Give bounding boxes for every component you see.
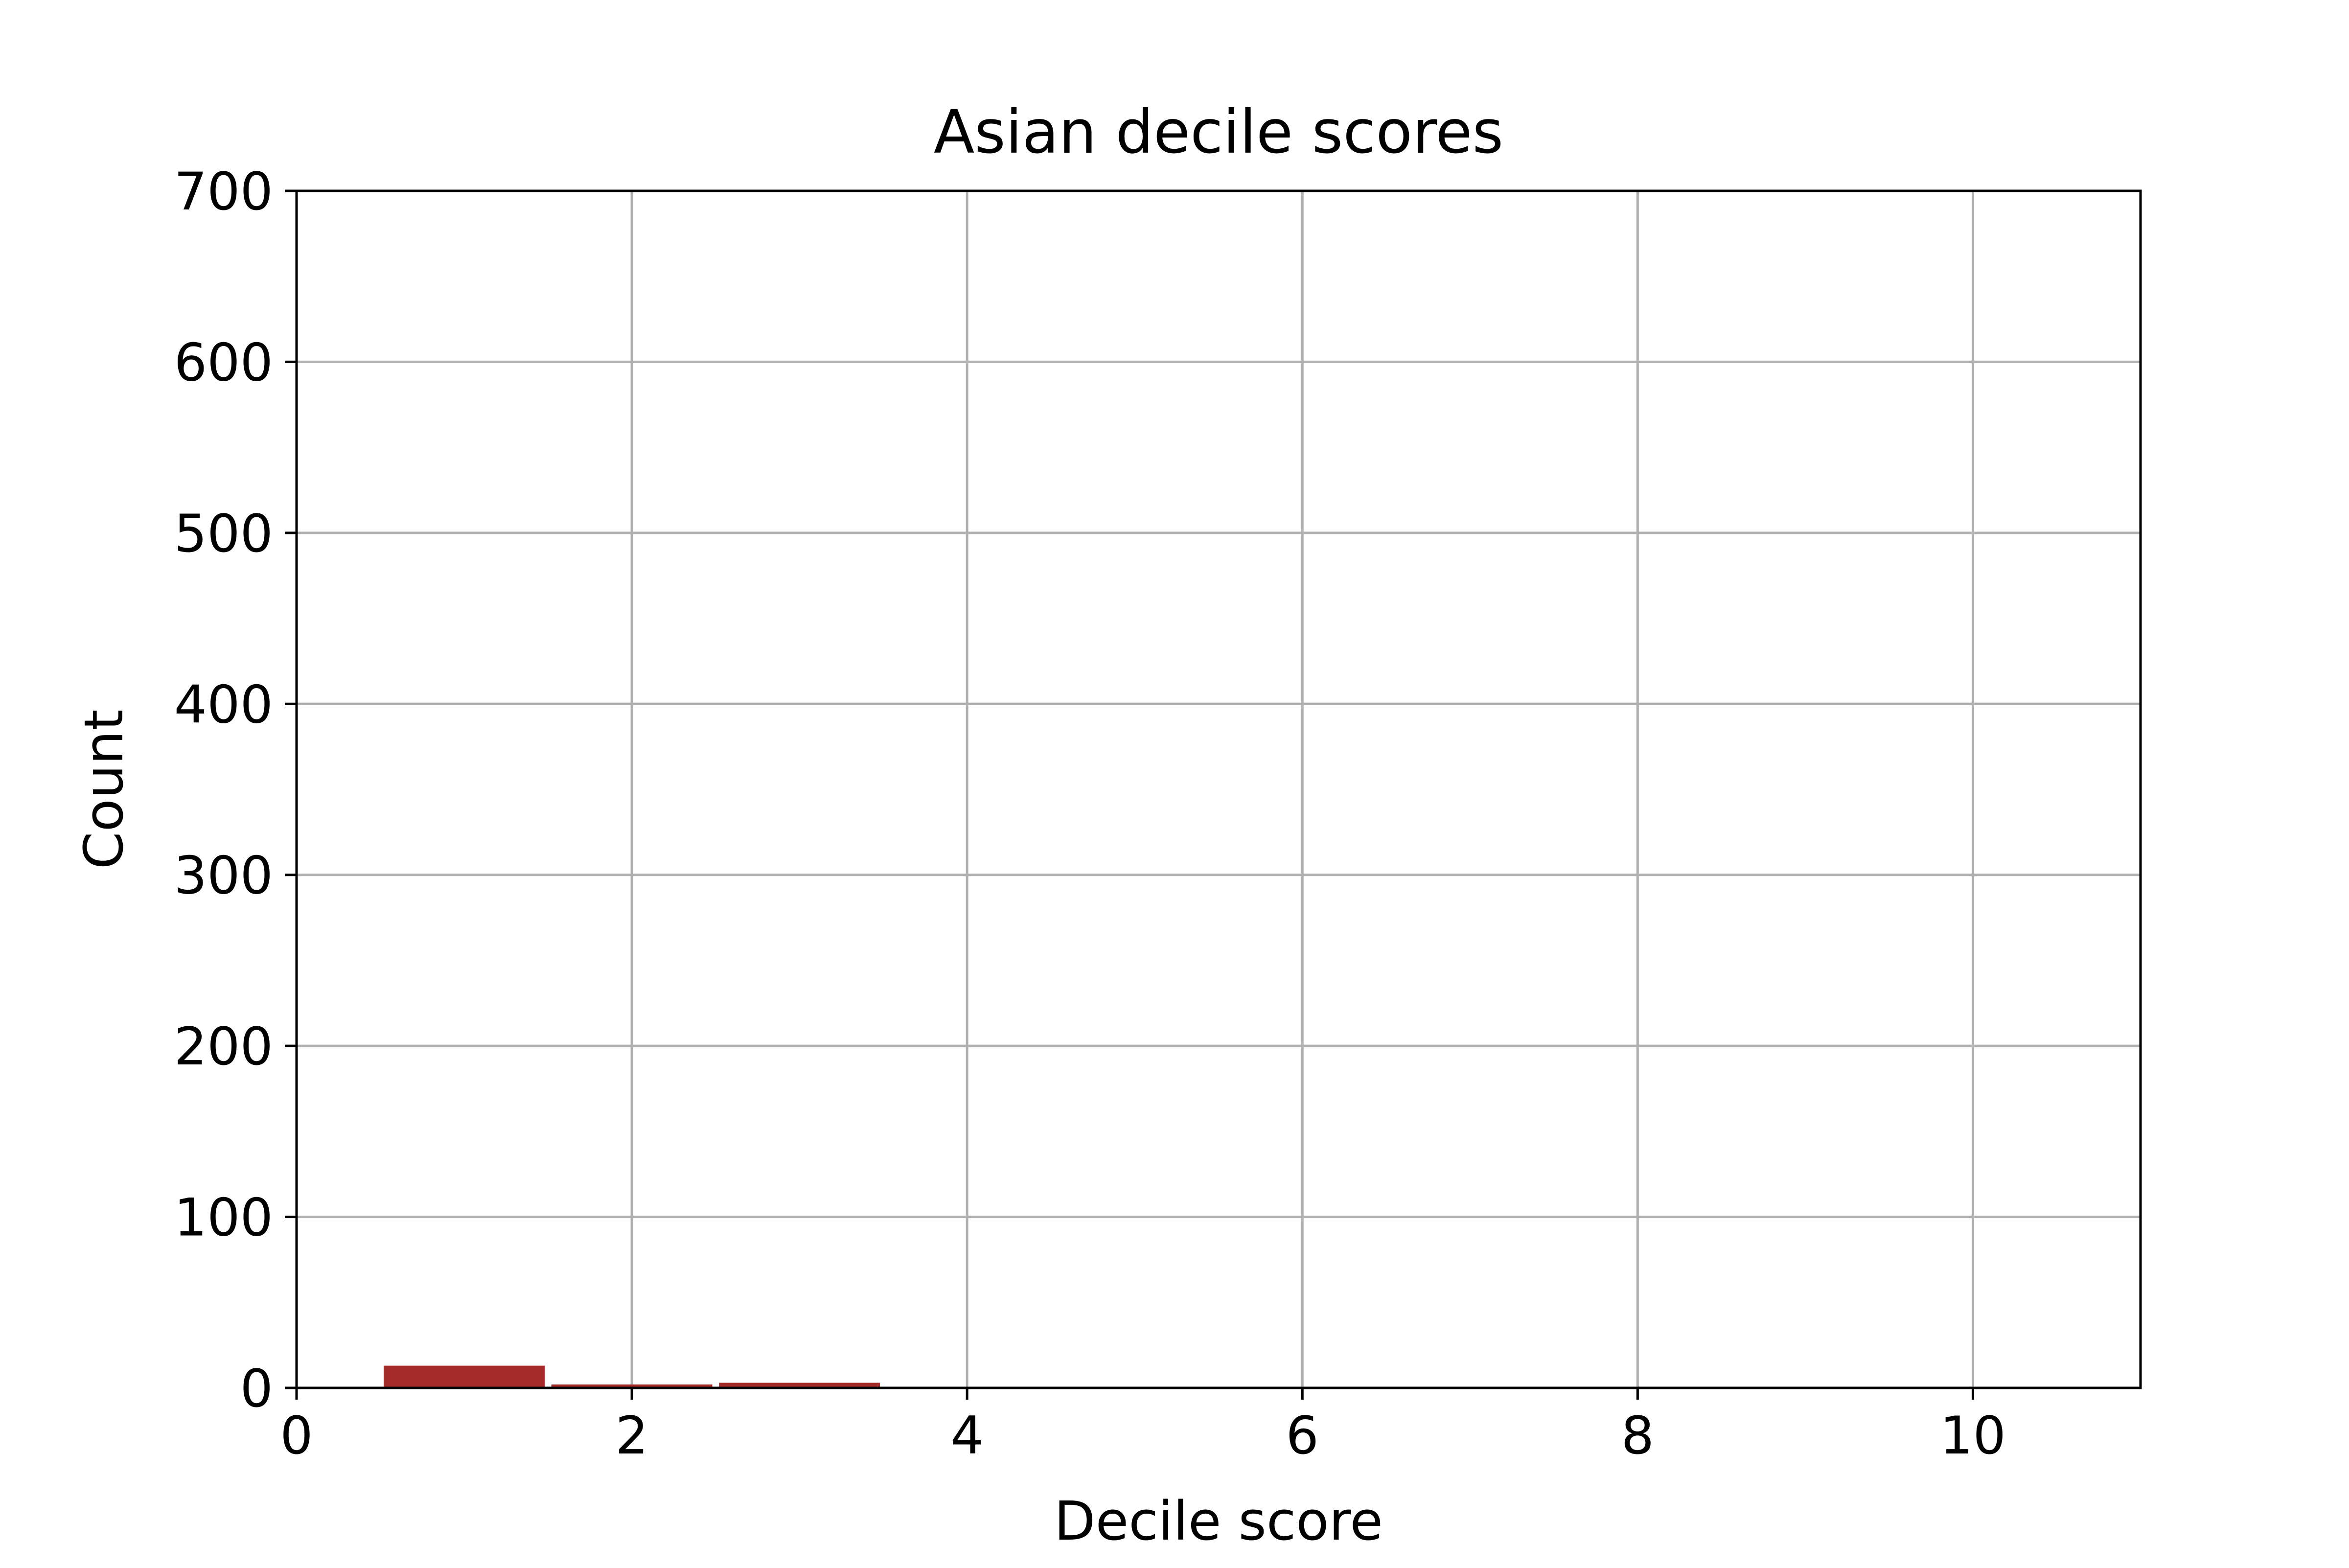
x-tick-label: 8	[1621, 1406, 1654, 1466]
y-tick-label: 300	[174, 846, 273, 906]
bar-decile-3	[719, 1383, 880, 1388]
bar-decile-2	[551, 1384, 713, 1388]
y-tick-label: 0	[240, 1359, 273, 1419]
x-tick-label: 6	[1286, 1406, 1319, 1466]
bars	[384, 1365, 880, 1388]
bar-decile-1	[384, 1365, 545, 1388]
chart-title: Asian decile scores	[934, 97, 1503, 167]
y-tick-label: 400	[174, 674, 273, 735]
plot-frame	[295, 189, 2142, 1389]
y-tick-label: 200	[174, 1016, 273, 1077]
x-tick-label: 2	[615, 1406, 648, 1466]
y-tick-label: 600	[174, 332, 273, 392]
x-tick-label: 10	[1940, 1406, 2006, 1466]
y-tick-label: 500	[174, 504, 273, 564]
x-tick-label: 4	[950, 1406, 983, 1466]
y-tick-label: 700	[174, 161, 273, 222]
x-axis-label: Decile score	[1054, 1490, 1383, 1552]
y-tick-label: 100	[174, 1188, 273, 1248]
y-axis-label: Count	[72, 710, 135, 870]
x-tick-label: 0	[280, 1406, 313, 1466]
